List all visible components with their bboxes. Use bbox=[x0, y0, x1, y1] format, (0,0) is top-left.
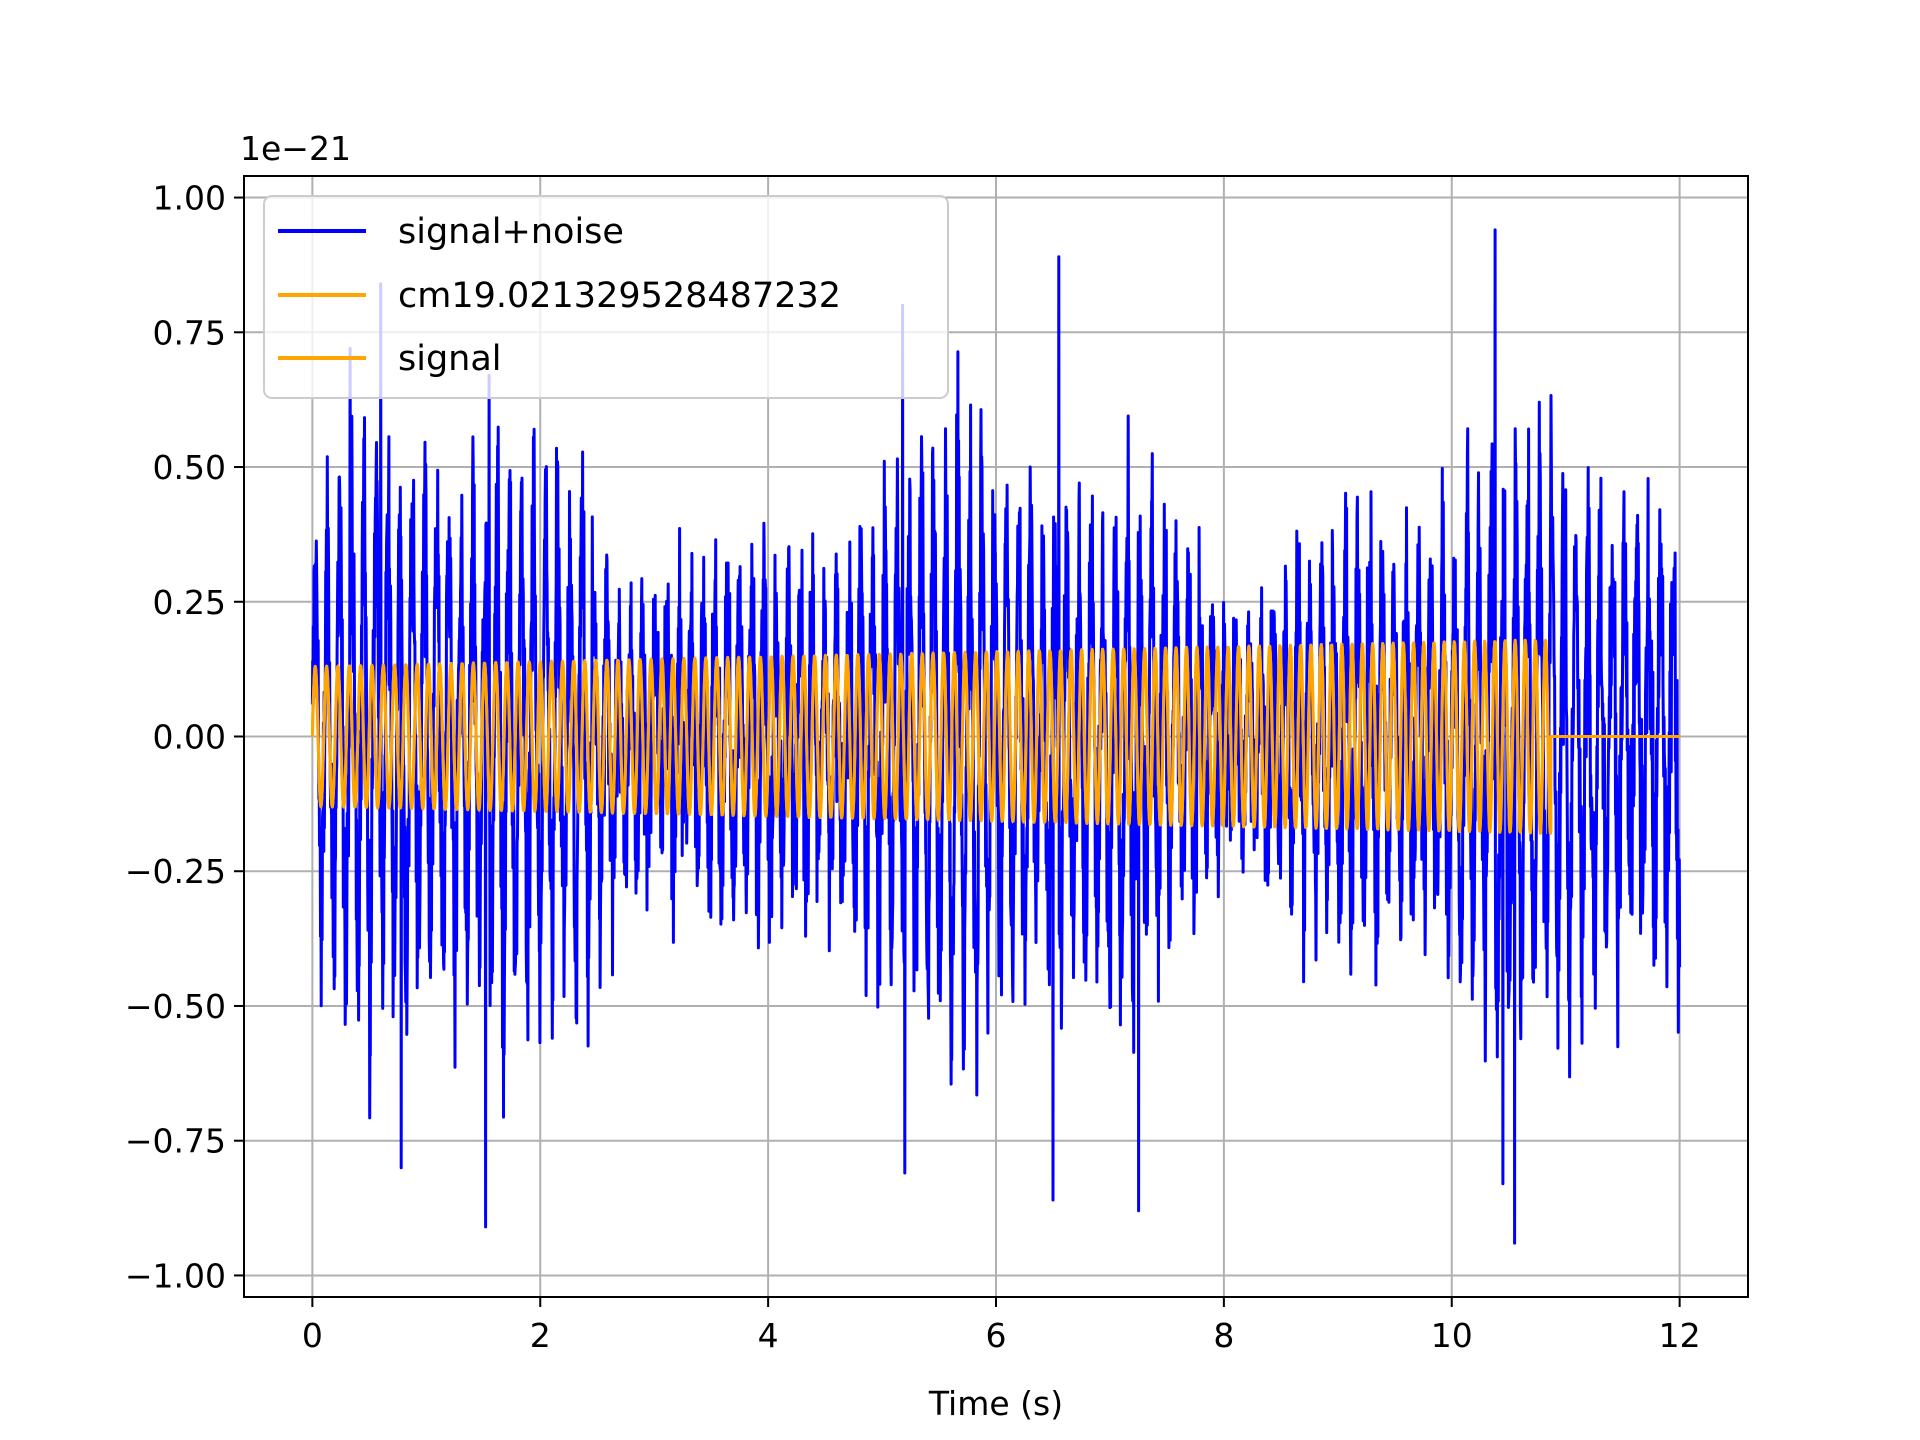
y-tick-label: 0.25 bbox=[153, 583, 226, 622]
x-tick-label: 6 bbox=[986, 1316, 1007, 1355]
y-tick-label: 1.00 bbox=[153, 179, 226, 218]
series-signal-line bbox=[310, 638, 1680, 835]
legend-label-cm: cm19.021329528487232 bbox=[398, 276, 841, 316]
axis-ticks: 0 2 4 6 8 10 12 −1.00 −0.75 −0.50 −0.25 0.00 0.25 0.5… bbox=[125, 179, 1701, 1355]
x-tick-label: 8 bbox=[1213, 1316, 1234, 1355]
y-tick-label: −0.50 bbox=[125, 987, 226, 1026]
y-tick-label: 0.75 bbox=[153, 313, 226, 352]
x-tick-label: 12 bbox=[1659, 1316, 1701, 1355]
y-tick-label: 0.00 bbox=[153, 718, 226, 757]
y-tick-label: 0.50 bbox=[153, 448, 226, 487]
x-tick-label: 4 bbox=[758, 1316, 779, 1355]
legend-box bbox=[263, 195, 949, 399]
x-tick-label: 10 bbox=[1431, 1316, 1473, 1355]
legend: signal+noise cm19.021329528487232 signal bbox=[263, 195, 949, 399]
x-tick-label: 2 bbox=[530, 1316, 551, 1355]
x-tick-label: 0 bbox=[302, 1316, 323, 1355]
y-tick-label: −1.00 bbox=[125, 1256, 226, 1295]
y-tick-label: −0.25 bbox=[125, 852, 226, 891]
x-axis-label: Time (s) bbox=[928, 1384, 1063, 1423]
legend-label-signal: signal bbox=[398, 339, 502, 379]
plot-lines bbox=[310, 228, 1682, 1245]
y-tick-label: −0.75 bbox=[125, 1122, 226, 1161]
y-offset-label: 1e−21 bbox=[240, 129, 351, 168]
legend-label-signal-noise: signal+noise bbox=[398, 212, 624, 252]
